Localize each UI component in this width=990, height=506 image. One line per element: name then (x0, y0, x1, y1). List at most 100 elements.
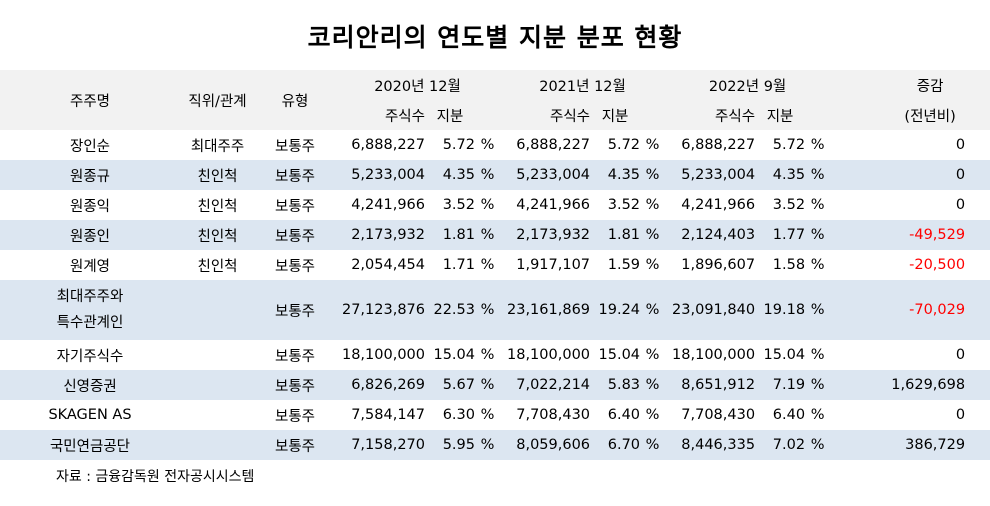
shareholder-name: 장인순 (69, 138, 111, 155)
source-note: 자료 : 금융감독원 전자공시시스템 (56, 469, 255, 485)
stake-2020: 4.35 (442, 167, 475, 183)
shares-2022: 18,100,000 (672, 347, 756, 363)
percent-sign: % (810, 407, 825, 423)
table-row: 신영증권 보통주 6,826,269 5.67 % 7,022,214 5.83… (0, 370, 990, 400)
type-cell: 보통주 (274, 438, 316, 455)
stake-2022: 19.18 (763, 302, 806, 318)
change-cell: -20,500 (909, 257, 966, 273)
table-row: 원종인 친인척 보통주 2,173,932 1.81 % 2,173,932 1… (0, 220, 990, 250)
stake-2022: 4.35 (772, 167, 806, 183)
relation-cell: 친인척 (197, 198, 238, 215)
header-period-2020: 2020년 12월 (374, 78, 461, 95)
shares-2022: 7,708,430 (681, 407, 756, 423)
shares-2021: 1,917,107 (516, 257, 591, 273)
stake-2021: 6.40 (607, 407, 641, 423)
type-cell: 보통주 (274, 348, 316, 365)
percent-sign: % (810, 302, 825, 318)
stake-2022: 7.02 (772, 437, 806, 453)
header-type: 유형 (281, 93, 309, 110)
shares-2020: 6,826,269 (351, 377, 425, 393)
type-cell: 보통주 (274, 138, 316, 155)
shares-2022: 1,896,607 (681, 257, 756, 273)
table-row: 원종익 친인척 보통주 4,241,966 3.52 % 4,241,966 3… (0, 190, 990, 220)
stake-2021: 19.24 (598, 302, 641, 318)
stake-2022: 7.19 (772, 377, 806, 393)
percent-sign: % (480, 347, 495, 363)
type-cell: 보통주 (274, 168, 316, 185)
shareholder-name: 원계영 (69, 258, 111, 275)
shares-2020: 7,158,270 (351, 437, 425, 453)
shares-2022: 6,888,227 (681, 137, 756, 153)
stake-2020: 5.67 (442, 377, 475, 393)
stake-2020: 3.52 (442, 197, 475, 213)
shares-2022: 23,091,840 (672, 302, 756, 318)
stake-2022: 5.72 (772, 137, 806, 153)
header-shareholder: 주주명 (69, 93, 111, 110)
header-shares: 주식수 (550, 108, 591, 125)
type-cell: 보통주 (274, 198, 316, 215)
header-change-sub: (전년비) (904, 108, 956, 125)
stake-2021: 5.83 (607, 377, 641, 393)
shares-2022: 5,233,004 (681, 167, 756, 183)
header-stake: 지분 (766, 108, 794, 125)
percent-sign: % (480, 137, 495, 153)
percent-sign: % (810, 167, 825, 183)
change-cell: 0 (955, 137, 966, 153)
relation-cell (180, 280, 255, 340)
percent-sign: % (480, 437, 495, 453)
relation-cell: 최대주주 (190, 138, 245, 155)
shares-2020: 7,584,147 (351, 407, 425, 423)
shares-2020: 2,054,454 (351, 257, 425, 273)
stake-2020: 5.72 (442, 137, 475, 153)
percent-sign: % (810, 137, 825, 153)
shares-2022: 8,651,912 (681, 377, 756, 393)
stake-2020: 1.81 (442, 227, 475, 243)
shareholder-name: 원종익 (69, 198, 111, 215)
relation-cell (180, 400, 255, 430)
shareholder-name: 신영증권 (63, 378, 117, 395)
shareholder-name: 원종규 (69, 168, 111, 185)
type-cell: 보통주 (274, 303, 316, 320)
percent-sign: % (480, 197, 495, 213)
table-row: 최대주주와 특수관계인 보통주 27,123,876 22.53 % 23,16… (0, 280, 990, 340)
shares-2021: 6,888,227 (516, 137, 591, 153)
percent-sign: % (645, 437, 660, 453)
shares-2020: 6,888,227 (351, 137, 425, 153)
stake-2021: 6.70 (607, 437, 641, 453)
shares-2020: 18,100,000 (341, 347, 425, 363)
percent-sign: % (645, 407, 660, 423)
percent-sign: % (645, 347, 660, 363)
type-cell: 보통주 (274, 258, 316, 275)
stake-2022: 6.40 (772, 407, 806, 423)
shares-2022: 8,446,335 (681, 437, 756, 453)
header-change: 증감 (916, 78, 944, 95)
stake-2021: 3.52 (607, 197, 641, 213)
stake-2020: 1.71 (442, 257, 475, 273)
type-cell: 보통주 (274, 228, 316, 245)
stake-2022: 1.58 (772, 257, 806, 273)
percent-sign: % (810, 437, 825, 453)
percent-sign: % (480, 167, 495, 183)
header-relation: 직위/관계 (188, 93, 247, 110)
shareholder-name: 국민연금공단 (49, 438, 131, 455)
percent-sign: % (810, 377, 825, 393)
stake-2020: 5.95 (442, 437, 475, 453)
shares-2021: 5,233,004 (516, 167, 591, 183)
shares-2020: 27,123,876 (341, 302, 425, 318)
table-row: 원종규 친인척 보통주 5,233,004 4.35 % 5,233,004 4… (0, 160, 990, 190)
header-period-2021: 2021년 12월 (539, 78, 626, 95)
relation-cell (180, 340, 255, 370)
type-cell: 보통주 (274, 408, 316, 425)
header-shares: 주식수 (384, 108, 425, 125)
shares-2020: 4,241,966 (351, 197, 425, 213)
change-cell: 1,629,698 (891, 377, 966, 393)
shareholder-name: SKAGEN AS (48, 407, 132, 423)
relation-cell: 친인척 (197, 258, 238, 275)
percent-sign: % (810, 257, 825, 273)
stake-2022: 3.52 (772, 197, 806, 213)
stake-2020: 6.30 (442, 407, 475, 423)
change-cell: 0 (955, 167, 966, 183)
percent-sign: % (645, 257, 660, 273)
relation-cell: 친인척 (197, 168, 238, 185)
change-cell: 0 (955, 407, 966, 423)
